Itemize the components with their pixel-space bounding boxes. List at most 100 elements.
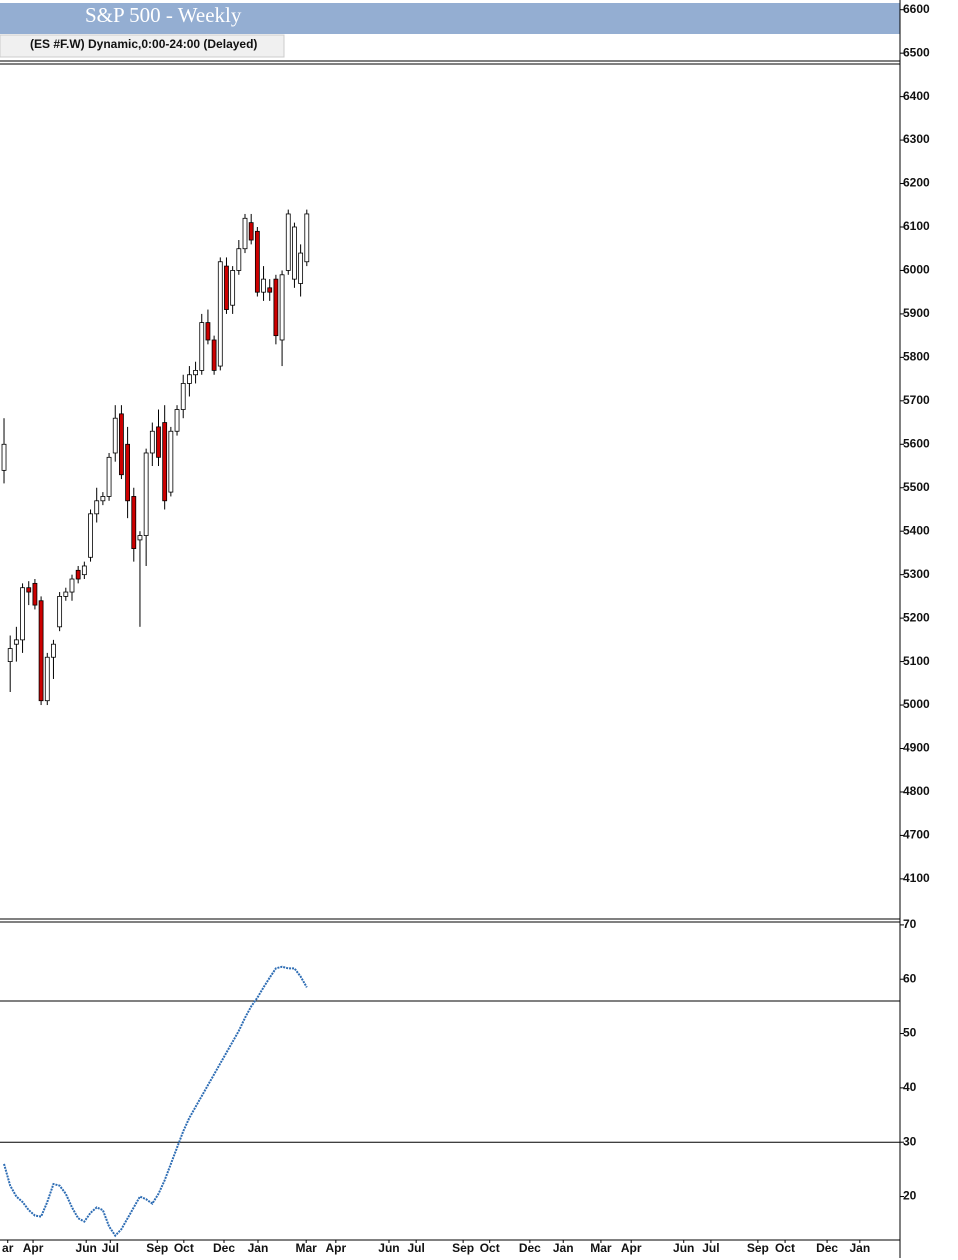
x-tick-label: Jun [378, 1241, 399, 1255]
y-tick-label: 20 [903, 1189, 917, 1203]
y-tick-label: 4800 [903, 784, 930, 798]
candle-body [57, 595, 63, 628]
candle-body [106, 456, 112, 497]
x-tick-label: Jan [553, 1241, 574, 1255]
candle-body [143, 452, 149, 536]
candle-body [7, 648, 13, 662]
y-tick-label: 5000 [903, 697, 930, 711]
candle-body [94, 500, 100, 515]
y-tick-label: 5700 [903, 393, 930, 407]
candle-body [267, 287, 273, 293]
x-tick-label: Mar [296, 1241, 318, 1255]
symbol-label: (ES #F.W) Dynamic,0:00-24:00 (Delayed) [30, 37, 257, 51]
y-tick-label: 5100 [903, 654, 930, 668]
y-tick-label: 6300 [903, 132, 930, 146]
y-tick-label: 6100 [903, 219, 930, 233]
candle-body [292, 226, 297, 280]
y-tick-label: 6400 [903, 89, 930, 103]
y-tick-label: 6600 [903, 2, 930, 16]
x-tick-label: Jan [849, 1241, 870, 1255]
candle-body [230, 270, 236, 306]
x-tick-label: Dec [213, 1241, 235, 1255]
candle-body [131, 496, 137, 549]
x-tick-label: Oct [174, 1241, 194, 1255]
y-tick-label: 50 [903, 1026, 917, 1040]
candle-body [248, 222, 254, 241]
y-tick-label: 6500 [903, 45, 930, 59]
y-tick-label: 4900 [903, 741, 930, 755]
candle-body [261, 278, 266, 293]
candle-body [180, 383, 186, 410]
y-tick-label: 5800 [903, 350, 930, 364]
y-tick-label: 70 [903, 917, 917, 931]
x-tick-label: Jan [248, 1241, 269, 1255]
candle-body [1, 443, 7, 471]
x-tick-label: Apr [23, 1241, 44, 1255]
candle-body [279, 274, 285, 341]
x-tick-label: Jul [407, 1241, 424, 1255]
x-tick-label: Sep [452, 1241, 474, 1255]
candle-body [211, 339, 217, 371]
candle-body [51, 643, 56, 658]
candle-body [174, 409, 180, 432]
y-tick-label: 30 [903, 1134, 917, 1148]
x-tick-label: Sep [146, 1241, 168, 1255]
candle-body [63, 591, 69, 597]
y-tick-label: 4100 [903, 871, 930, 885]
candle-body [298, 252, 304, 284]
candle-body [125, 443, 131, 502]
x-tick-label: Jun [673, 1241, 694, 1255]
y-tick-label: 40 [903, 1080, 917, 1094]
candle-body [119, 413, 124, 476]
candle-body [217, 261, 223, 367]
candle-body [205, 322, 211, 341]
y-tick-label: 6000 [903, 263, 930, 277]
candle-body [88, 513, 93, 558]
candle-body [186, 374, 192, 384]
y-tick-label: 60 [903, 971, 917, 985]
y-tick-label: 5600 [903, 436, 930, 450]
x-tick-label: Oct [775, 1241, 795, 1255]
candle-body [44, 656, 50, 702]
symbol-tab[interactable] [0, 34, 285, 58]
candle-body [304, 213, 310, 263]
x-tick-label: Apr [326, 1241, 347, 1255]
candle-body [254, 230, 260, 293]
candle-body [242, 217, 248, 250]
candle-body [162, 422, 168, 502]
y-tick-label: 5200 [903, 610, 930, 624]
candle-body [38, 600, 44, 702]
chart-title: S&P 500 - Weekly [85, 3, 242, 27]
candle-body [26, 587, 32, 593]
candle-body [20, 587, 25, 641]
x-tick-label: Jul [702, 1241, 719, 1255]
candle-body [193, 370, 198, 376]
x-tick-label: Mar [590, 1241, 612, 1255]
candle-body [75, 569, 81, 580]
y-tick-label: 5500 [903, 480, 930, 494]
y-tick-label: 6200 [903, 176, 930, 190]
candle-body [81, 565, 87, 576]
candle-body [69, 578, 75, 593]
candle-body [100, 496, 106, 502]
candle-body [112, 417, 118, 454]
y-tick-label: 4700 [903, 828, 930, 842]
x-tick-label: ar [2, 1241, 14, 1255]
candle-body [236, 248, 242, 271]
candle-body [156, 426, 161, 458]
x-tick-label: Sep [747, 1241, 769, 1255]
candle-body [224, 265, 229, 310]
candle-body [273, 278, 279, 337]
x-tick-label: Jul [102, 1241, 119, 1255]
candle-body [149, 430, 155, 454]
x-tick-label: Dec [519, 1241, 541, 1255]
y-tick-label: 5400 [903, 523, 930, 537]
candle-body [32, 582, 38, 606]
y-tick-label: 5300 [903, 567, 930, 581]
title-bar [0, 3, 900, 34]
x-tick-label: Apr [621, 1241, 642, 1255]
x-tick-label: Dec [816, 1241, 838, 1255]
candle-body [285, 213, 291, 271]
candle-body [137, 535, 143, 541]
